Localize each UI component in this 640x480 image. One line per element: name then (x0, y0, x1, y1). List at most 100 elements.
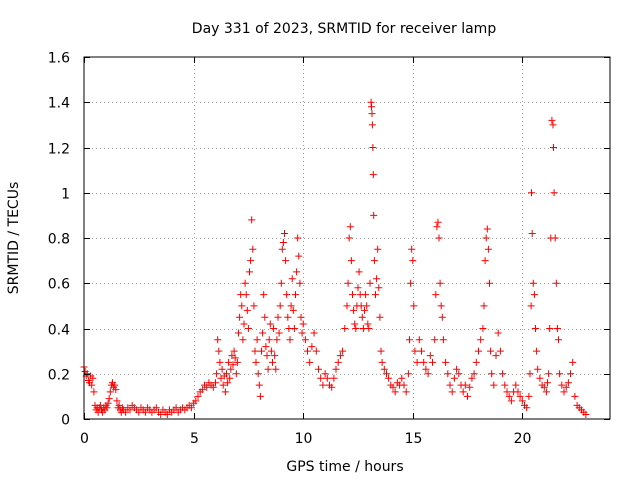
data-point (512, 381, 520, 389)
data-point (214, 336, 222, 344)
y-tick-label: 1.4 (48, 96, 70, 112)
data-point (354, 284, 362, 292)
x-tick-label: 0 (80, 431, 89, 447)
data-point (368, 121, 376, 129)
data-point (362, 291, 370, 299)
data-point (187, 404, 195, 412)
y-tick-label: 0 (61, 413, 70, 429)
data-point (468, 374, 476, 382)
data-point (216, 358, 224, 366)
data-point (389, 383, 397, 391)
data-point (464, 392, 471, 400)
data-point (400, 381, 408, 389)
data-point (304, 347, 311, 355)
data-point (230, 347, 238, 355)
data-point (260, 291, 268, 299)
data-point (299, 320, 307, 328)
data-point (332, 365, 340, 373)
data-point (224, 379, 232, 387)
data-point (479, 325, 487, 332)
data-point (418, 347, 425, 355)
data-point (292, 291, 299, 299)
data-point (505, 392, 513, 400)
data-point (398, 374, 406, 382)
data-point (223, 370, 230, 378)
data-point (298, 329, 306, 337)
data-point (555, 336, 562, 344)
data-point (377, 347, 385, 355)
data-point (264, 365, 272, 373)
data-point (486, 279, 493, 287)
data-point (404, 370, 412, 378)
data-point (426, 352, 434, 360)
data-point (549, 121, 557, 129)
data-point (450, 374, 458, 382)
data-point (365, 325, 373, 332)
data-point (503, 388, 511, 396)
data-point (542, 388, 550, 396)
data-point (253, 336, 261, 344)
data-point (372, 291, 379, 299)
data-point (350, 306, 358, 314)
data-point (514, 388, 522, 396)
data-point (308, 343, 316, 351)
data-point (567, 370, 574, 378)
data-point (470, 370, 478, 378)
data-point (487, 347, 495, 355)
data-point (239, 336, 247, 344)
data-point (294, 234, 302, 242)
data-point (499, 370, 507, 378)
data-point (413, 358, 421, 366)
data-point (232, 370, 240, 378)
x-tick-label: 10 (295, 431, 313, 447)
data-point (306, 358, 314, 366)
data-point (532, 325, 539, 332)
data-point (261, 313, 269, 321)
data-point (323, 374, 331, 382)
data-point (480, 302, 488, 310)
data-point (213, 370, 221, 378)
data-point (274, 313, 282, 321)
data-point (364, 320, 372, 328)
data-point (241, 279, 249, 287)
data-point (339, 347, 347, 355)
data-point (270, 325, 278, 332)
data-point (548, 116, 556, 124)
data-point (436, 279, 444, 287)
data-point (269, 358, 276, 366)
y-axis-title: SRMTID / TECUs (6, 182, 22, 295)
data-point (408, 245, 416, 253)
data-point (438, 313, 446, 321)
y-tick-label: 1 (61, 187, 70, 203)
data-point (249, 245, 257, 253)
data-point (265, 336, 273, 344)
data-point (424, 370, 432, 378)
data-point (266, 320, 274, 328)
data-point (277, 279, 285, 287)
data-point (254, 370, 262, 378)
data-point (263, 352, 271, 360)
data-point (295, 252, 303, 260)
grid-lines (84, 57, 610, 419)
data-point (344, 279, 352, 287)
data-point (301, 336, 309, 344)
data-point (378, 358, 386, 366)
data-point (370, 257, 378, 265)
tick-labels: 0 5 10 15 20 0 0.2 0.4 0.6 0.8 1 1.2 1.4 1.6 (48, 51, 532, 448)
data-point (238, 302, 246, 310)
data-point (286, 336, 294, 344)
data-point (582, 411, 590, 418)
data-point (431, 336, 439, 344)
data-point (375, 284, 383, 292)
data-point (483, 225, 491, 233)
data-point (545, 370, 553, 378)
data-point (391, 388, 399, 396)
data-point (247, 257, 255, 265)
data-point (250, 302, 258, 310)
data-point (410, 302, 418, 310)
data-point (212, 379, 219, 387)
data-point (369, 171, 377, 179)
data-point (192, 397, 200, 405)
data-point (330, 374, 338, 382)
